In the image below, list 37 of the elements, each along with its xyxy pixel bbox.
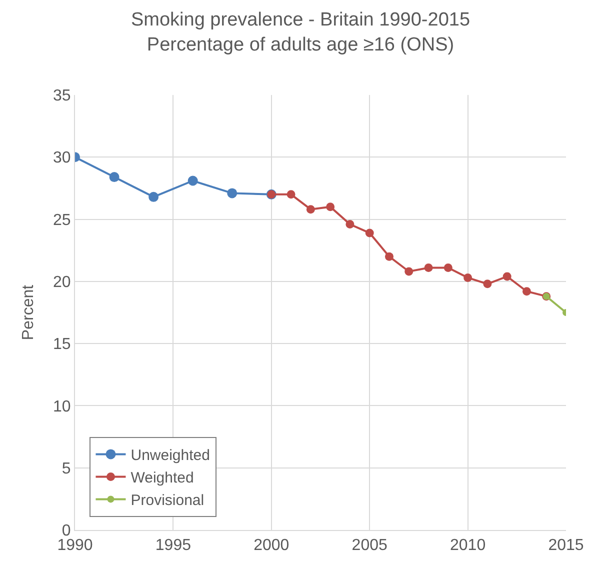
point — [464, 273, 472, 282]
y-axis-title: Percent — [20, 284, 37, 340]
point — [306, 205, 315, 214]
x-tick-label: 1990 — [57, 537, 93, 554]
y-tick-label: 0 — [62, 522, 71, 540]
point — [502, 272, 512, 281]
y-tick-label: 5 — [62, 460, 71, 478]
point — [404, 267, 414, 276]
point — [522, 287, 531, 296]
point — [424, 264, 433, 272]
y-tick-label: 30 — [53, 150, 71, 167]
point — [483, 280, 492, 288]
legend-label: Unweighted — [130, 447, 210, 464]
x-tick-label: 2000 — [254, 537, 290, 554]
y-tick-label: 15 — [53, 336, 71, 354]
y-tick-label: 10 — [53, 398, 71, 416]
x-tick-label: 2005 — [352, 537, 388, 554]
point — [188, 176, 198, 186]
point — [326, 202, 335, 212]
legend-label: Provisional — [130, 492, 204, 510]
x-tick-label: 1995 — [155, 537, 192, 554]
point — [365, 228, 374, 238]
y-tick-label: 20 — [53, 274, 71, 292]
point — [227, 188, 238, 198]
point — [346, 220, 354, 229]
chart-title: Smoking prevalence - Britain 1990-2015 — [130, 10, 470, 31]
point — [444, 264, 452, 272]
legend-label: Weighted — [130, 470, 194, 487]
y-tick-label: 25 — [53, 212, 71, 229]
point — [286, 190, 296, 199]
y-tick-label: 35 — [53, 88, 71, 105]
chart-subtitle: Percentage of adults age ≥16 (ONS) — [146, 34, 454, 56]
x-tick-label: 2015 — [548, 537, 584, 554]
point — [384, 252, 394, 261]
point — [148, 192, 159, 202]
x-tick-label: 2010 — [450, 537, 486, 554]
point — [109, 172, 120, 182]
